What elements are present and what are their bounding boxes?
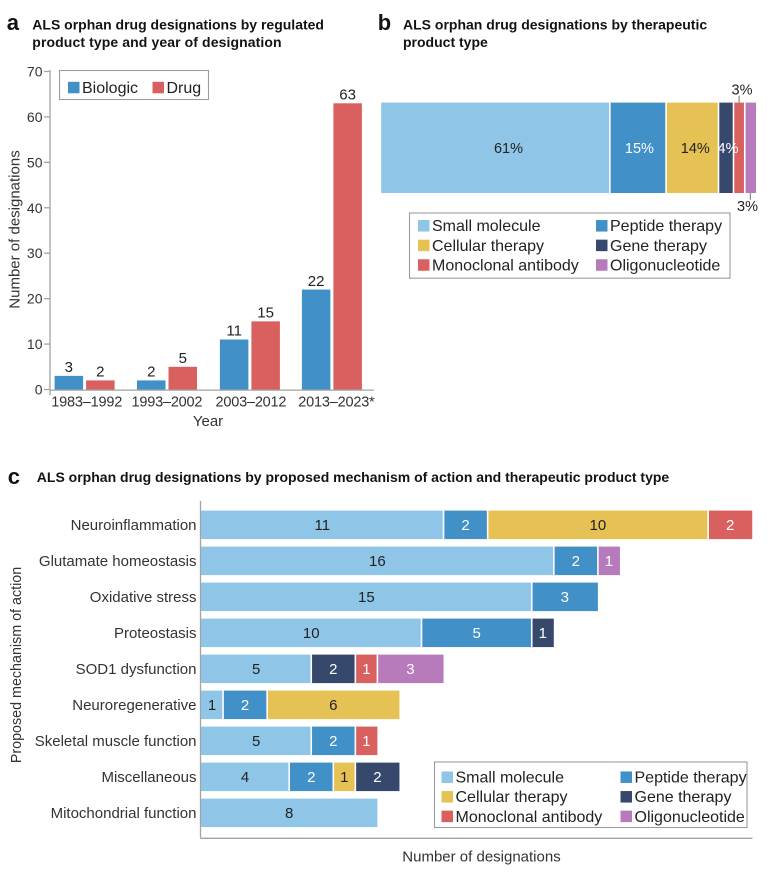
svg-text:Oligonucleotide: Oligonucleotide xyxy=(610,257,720,274)
svg-text:Small molecule: Small molecule xyxy=(456,770,565,787)
svg-text:Biologic: Biologic xyxy=(82,80,138,97)
svg-text:16: 16 xyxy=(369,553,386,570)
svg-text:10: 10 xyxy=(303,625,320,642)
svg-text:2003–2012: 2003–2012 xyxy=(216,394,287,410)
svg-text:1: 1 xyxy=(539,625,547,642)
svg-text:15: 15 xyxy=(358,589,375,606)
svg-text:60: 60 xyxy=(27,109,43,125)
svg-text:Skeletal muscle function: Skeletal muscle function xyxy=(35,733,197,750)
svg-text:5: 5 xyxy=(179,350,187,367)
svg-text:Peptide therapy: Peptide therapy xyxy=(610,218,722,235)
svg-text:4%: 4% xyxy=(718,141,739,157)
svg-text:70: 70 xyxy=(27,63,43,79)
svg-text:ALS orphan drug designations b: ALS orphan drug designations by therapeu… xyxy=(403,17,707,33)
svg-text:2: 2 xyxy=(96,364,104,381)
svg-text:Oxidative stress: Oxidative stress xyxy=(90,589,197,606)
svg-text:15: 15 xyxy=(257,305,274,322)
svg-text:Oligonucleotide: Oligonucleotide xyxy=(635,809,745,826)
svg-text:Miscellaneous: Miscellaneous xyxy=(101,769,196,786)
svg-text:4: 4 xyxy=(241,769,249,786)
svg-text:1: 1 xyxy=(605,553,613,570)
svg-text:Proteostasis: Proteostasis xyxy=(114,625,197,642)
svg-text:2: 2 xyxy=(241,697,249,714)
svg-text:3: 3 xyxy=(65,359,73,376)
svg-text:22: 22 xyxy=(308,273,325,290)
svg-text:Monoclonal antibody: Monoclonal antibody xyxy=(432,257,579,274)
svg-text:Cellular therapy: Cellular therapy xyxy=(432,238,544,255)
svg-text:0: 0 xyxy=(35,382,43,398)
svg-text:2013–2023*: 2013–2023* xyxy=(298,394,375,410)
svg-text:14%: 14% xyxy=(681,141,710,157)
svg-text:61%: 61% xyxy=(494,141,523,157)
svg-text:Number of designations: Number of designations xyxy=(7,150,24,308)
svg-text:1983–1992: 1983–1992 xyxy=(51,394,122,410)
svg-text:Number of designations: Number of designations xyxy=(402,849,560,866)
svg-text:1: 1 xyxy=(362,661,370,678)
svg-text:Neuroregenerative: Neuroregenerative xyxy=(72,697,196,714)
svg-text:3%: 3% xyxy=(732,83,753,99)
svg-text:2: 2 xyxy=(726,517,734,534)
svg-text:ALS orphan drug designations b: ALS orphan drug designations by proposed… xyxy=(37,469,670,485)
svg-text:10: 10 xyxy=(27,336,43,352)
svg-text:ALS orphan drug designations b: ALS orphan drug designations by regulate… xyxy=(32,17,324,33)
svg-text:20: 20 xyxy=(27,291,43,307)
svg-text:30: 30 xyxy=(27,245,43,261)
svg-text:2: 2 xyxy=(373,769,381,786)
svg-text:40: 40 xyxy=(27,200,43,216)
svg-text:6: 6 xyxy=(329,697,337,714)
svg-text:1: 1 xyxy=(362,733,370,750)
svg-text:Gene therapy: Gene therapy xyxy=(635,789,732,806)
svg-text:1: 1 xyxy=(340,769,348,786)
svg-text:2: 2 xyxy=(329,733,337,750)
svg-text:Proposed mechanism of action: Proposed mechanism of action xyxy=(9,567,25,763)
svg-text:Monoclonal antibody: Monoclonal antibody xyxy=(456,809,603,826)
svg-text:SOD1 dysfunction: SOD1 dysfunction xyxy=(76,661,197,678)
svg-text:1993–2002: 1993–2002 xyxy=(132,394,203,410)
svg-text:Year: Year xyxy=(193,413,223,430)
svg-text:b: b xyxy=(378,10,391,35)
svg-text:3%: 3% xyxy=(737,199,758,215)
svg-text:Neuroinflammation: Neuroinflammation xyxy=(71,517,197,534)
svg-text:Small molecule: Small molecule xyxy=(432,218,541,235)
svg-text:2: 2 xyxy=(461,517,469,534)
svg-text:10: 10 xyxy=(590,517,607,534)
svg-text:Mitochondrial function: Mitochondrial function xyxy=(51,805,197,822)
svg-text:2: 2 xyxy=(572,553,580,570)
svg-text:11: 11 xyxy=(314,517,330,534)
svg-text:c: c xyxy=(8,464,20,489)
svg-text:15%: 15% xyxy=(625,141,654,157)
svg-text:Glutamate homeostasis: Glutamate homeostasis xyxy=(39,553,197,570)
svg-text:3: 3 xyxy=(406,661,414,678)
svg-text:2: 2 xyxy=(147,364,155,381)
svg-text:63: 63 xyxy=(339,86,356,103)
svg-text:11: 11 xyxy=(226,323,242,340)
svg-text:5: 5 xyxy=(472,625,480,642)
svg-text:3: 3 xyxy=(561,589,569,606)
svg-text:product type: product type xyxy=(403,34,488,50)
svg-text:product type and year of desig: product type and year of designation xyxy=(32,34,281,50)
svg-text:Gene therapy: Gene therapy xyxy=(610,238,707,255)
svg-text:8: 8 xyxy=(285,805,293,822)
svg-text:5: 5 xyxy=(252,661,260,678)
svg-text:2: 2 xyxy=(307,769,315,786)
svg-text:2: 2 xyxy=(329,661,337,678)
svg-text:50: 50 xyxy=(27,154,43,170)
svg-text:a: a xyxy=(7,10,20,35)
svg-text:1: 1 xyxy=(208,697,216,714)
svg-text:Cellular therapy: Cellular therapy xyxy=(456,789,568,806)
svg-text:5: 5 xyxy=(252,733,260,750)
svg-text:Drug: Drug xyxy=(167,80,202,97)
svg-text:Peptide therapy: Peptide therapy xyxy=(635,770,747,787)
